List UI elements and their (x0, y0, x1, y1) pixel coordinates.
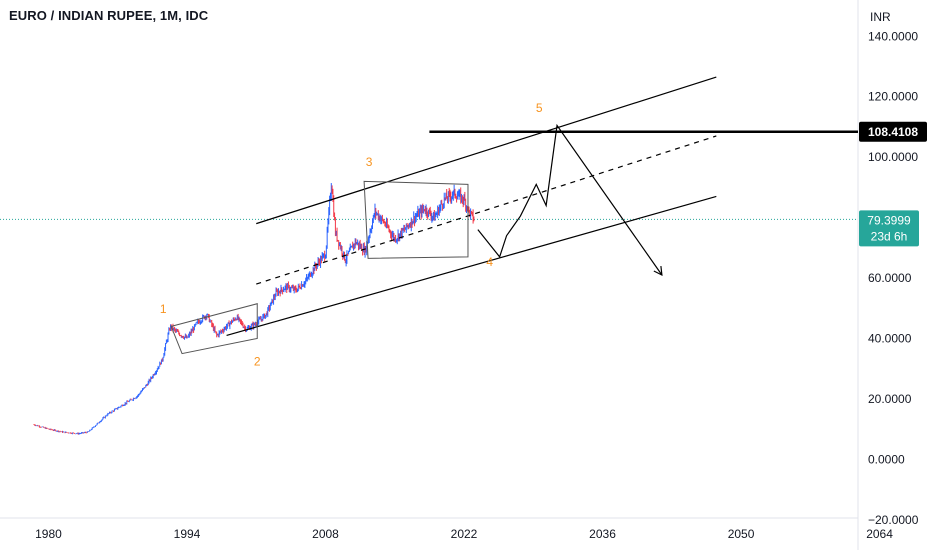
last-price-badge[interactable] (859, 210, 919, 247)
price-tick-label: 20.0000 (868, 392, 912, 406)
last-price-badge-label: 79.3999 (867, 213, 911, 227)
time-tick-label: 2050 (728, 527, 755, 541)
price-tick-label: 40.0000 (868, 331, 912, 345)
time-tick-label: 2064 (866, 527, 893, 541)
channel-lower-line[interactable] (226, 195, 717, 337)
time-tick-label: 1994 (174, 527, 201, 541)
price-tick-label: 100.0000 (868, 150, 918, 164)
time-tick-label: 1980 (35, 527, 62, 541)
level-badge[interactable] (859, 121, 927, 142)
time-tick-label: 2008 (312, 527, 339, 541)
projection-arrow-head (653, 265, 663, 277)
wave-label-1: 1 (160, 302, 167, 316)
time-tick-label: 2022 (451, 527, 478, 541)
price-tick-label: 120.0000 (868, 90, 918, 104)
channel-middle-dashed-line[interactable] (256, 135, 717, 285)
channel-upper-line[interactable] (256, 76, 717, 225)
wave3-box[interactable] (363, 180, 469, 259)
wave-label-3: 3 (366, 155, 373, 169)
price-tick-label: −20.0000 (868, 513, 919, 527)
wave-label-5: 5 (536, 101, 543, 115)
price-tick-label: 60.0000 (868, 271, 912, 285)
price-tick-label: 0.0000 (868, 452, 905, 466)
wave-label-4: 4 (486, 255, 493, 269)
wave-label-2: 2 (254, 355, 261, 369)
price-axis-currency: INR (870, 10, 891, 24)
projection-path[interactable] (477, 123, 663, 276)
time-tick-label: 2036 (589, 527, 616, 541)
level-badge-label: 108.4108 (868, 125, 918, 139)
chart-title: EURO / INDIAN RUPEE, 1M, IDC (9, 8, 209, 23)
price-tick-label: 140.0000 (868, 29, 918, 43)
last-price-countdown: 23d 6h (871, 229, 908, 243)
wave1-triangle[interactable] (170, 303, 258, 355)
